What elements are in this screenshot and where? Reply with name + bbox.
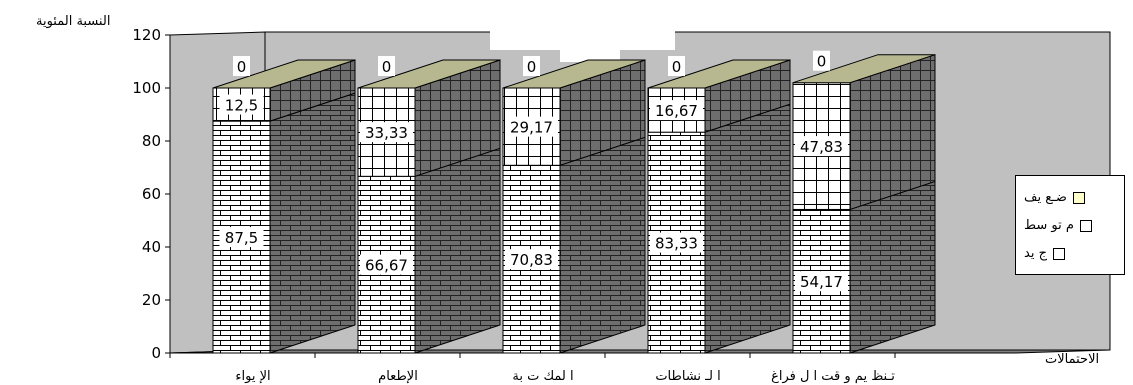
bar-group: 70,83 29,17 0 [502, 56, 646, 354]
bar-segment-side [849, 180, 936, 354]
legend-item-weak: ضـع يف [1024, 190, 1085, 205]
data-label-bg [795, 271, 848, 292]
data-label: 83,33 [655, 235, 698, 253]
bar-group: 83,33 16,67 0 [647, 56, 791, 354]
bar-top [357, 59, 501, 89]
y-axis-label: النسبة المئوية [36, 14, 111, 29]
data-label-bg [523, 56, 540, 76]
data-label: 54,17 [800, 273, 843, 291]
data-label: 0 [237, 58, 247, 76]
title-box-tab [560, 44, 620, 62]
legend-swatch-weak [1072, 191, 1085, 204]
legend-swatch-medium [1079, 219, 1092, 232]
data-label-bg [360, 254, 413, 275]
bar-top [212, 59, 356, 89]
data-label-bg [378, 56, 395, 76]
legend: ضـع يف م تو سط ج يد [1015, 175, 1125, 275]
data-label-bg [360, 122, 413, 143]
data-label: 12,5 [225, 97, 258, 115]
legend-label-medium: م تو سط [1024, 218, 1074, 233]
y-tick-label: 0 [151, 344, 161, 362]
x-tick-label: تـنظ يم و قت ا ل فراغ [771, 369, 895, 384]
data-label: 70,83 [510, 251, 553, 269]
data-label: 87,5 [225, 229, 258, 247]
legend-item-medium: م تو سط [1024, 218, 1092, 233]
bar-top [647, 59, 791, 89]
y-tick-label: 80 [142, 132, 161, 150]
data-label-bg [505, 249, 558, 270]
x-tick-label: الإطعام [378, 369, 418, 384]
data-label: 0 [527, 58, 537, 76]
bar-group: 87,5 12,5 0 [212, 56, 356, 354]
bar-segment-side [559, 136, 646, 354]
data-label-bg [219, 94, 264, 115]
data-label-bg [505, 116, 558, 137]
data-label-bg [813, 50, 830, 71]
legend-label-weak: ضـع يف [1024, 190, 1067, 205]
data-label-bg [650, 232, 703, 253]
x-tick-label: الإ يواء [235, 369, 270, 384]
data-label: 66,67 [365, 257, 408, 275]
data-label: 29,17 [510, 119, 553, 137]
bars-group: 87,5 12,5 0 66,67 33,33 0 70,83 29,17 0 83,33 16,6… [212, 50, 936, 354]
bar-group: 54,17 47,83 0 [792, 50, 936, 354]
x-tick-label: ا لمك ت بة [512, 369, 573, 384]
bar-segment-side [704, 103, 791, 354]
data-label-bg [795, 136, 848, 157]
data-label: 0 [672, 58, 682, 76]
data-label-bg [668, 56, 685, 76]
data-label: 47,83 [800, 138, 843, 156]
x-tick-label: ا لـ نشاطات [655, 369, 720, 384]
legend-label-good: ج يد [1024, 246, 1047, 261]
x-axis: الإ يواء الإطعام ا لمك ت بة ا لـ نشاطات تـنظ… [169, 352, 1015, 384]
data-label: 0 [817, 53, 827, 71]
y-tick-label: 40 [142, 238, 161, 256]
y-tick-label: 100 [132, 79, 161, 97]
bar-segment-side [414, 147, 501, 354]
data-label-bg [233, 56, 250, 76]
x-axis-label: الاحتمالات [1045, 352, 1100, 367]
legend-swatch-good [1052, 247, 1065, 260]
title-box [490, 7, 675, 50]
y-tick-label: 120 [132, 26, 161, 44]
data-label: 33,33 [365, 124, 408, 142]
data-label-bg [650, 100, 703, 121]
data-label-bg [219, 227, 264, 248]
data-label: 16,67 [655, 102, 698, 120]
y-tick-label: 20 [142, 291, 161, 309]
y-axis: 0 20 40 60 80 100 120 [132, 26, 171, 362]
bar-segment-side [269, 92, 356, 354]
legend-item-good: ج يد [1024, 246, 1065, 261]
y-tick-label: 60 [142, 185, 161, 203]
data-label: 0 [382, 58, 392, 76]
bar-top [792, 54, 936, 84]
bar-group: 66,67 33,33 0 [357, 56, 501, 354]
bar-top [502, 59, 646, 89]
